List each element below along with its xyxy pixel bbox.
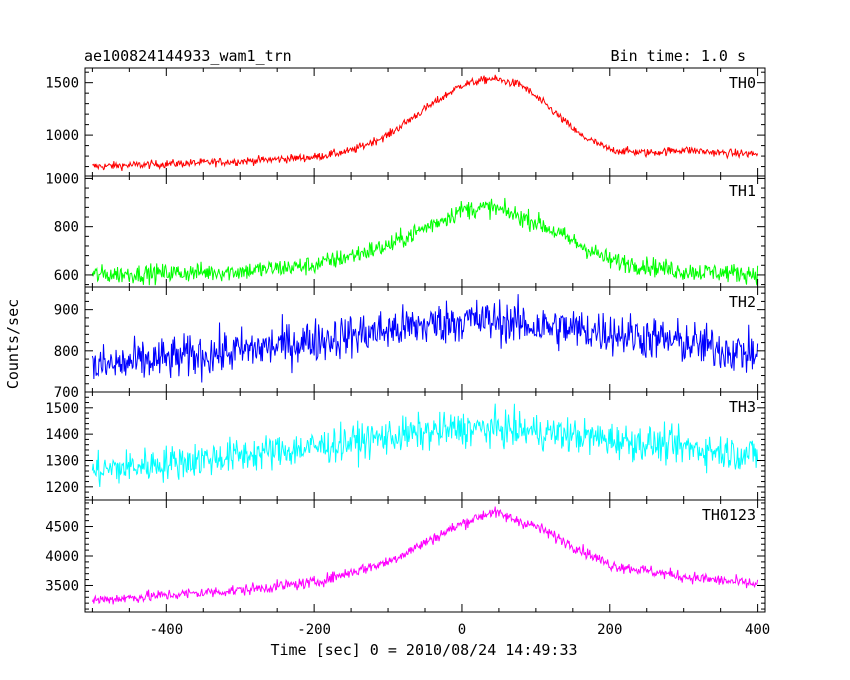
y-tick-label: 4500 xyxy=(45,520,79,536)
panel-label-th0: TH0 xyxy=(729,74,756,92)
y-tick-label: 4000 xyxy=(45,549,79,565)
panel-th3: 1200 1300 1400 1500 TH3 xyxy=(45,391,766,501)
y-tick-label: 900 xyxy=(54,303,79,319)
x-tick-label: 0 xyxy=(458,622,466,638)
panel-th1: 600 800 1000 TH1 xyxy=(45,171,766,288)
y-tick-label: 1500 xyxy=(45,76,79,92)
panel-frame xyxy=(84,286,766,393)
series-th0123 xyxy=(91,506,759,605)
panel-label-th2: TH2 xyxy=(729,293,756,311)
y-tick-label: 1000 xyxy=(45,171,79,187)
panel-frame xyxy=(84,67,766,177)
y-axis-label: Counts/sec xyxy=(4,299,22,389)
panels-group: 1000 1500 TH0 600 800 1000 TH1 700 800 900 TH2 1200… xyxy=(45,67,770,638)
panel-label-th0123: TH0123 xyxy=(702,506,756,524)
x-axis-label: Time [sec] 0 = 2010/08/24 14:49:33 xyxy=(270,641,577,659)
x-tick-label: -200 xyxy=(297,622,331,638)
series-th2 xyxy=(91,294,759,383)
y-tick-label: 1300 xyxy=(45,453,79,469)
y-tick-label: 1200 xyxy=(45,480,79,496)
y-tick-label: 1000 xyxy=(45,128,79,144)
x-tick-label: 200 xyxy=(597,622,622,638)
series-th1 xyxy=(91,197,759,286)
y-tick-label: 700 xyxy=(54,385,79,401)
chart-title: ae100824144933_wam1_trn xyxy=(84,47,292,65)
panel-th0: 1000 1500 TH0 xyxy=(45,67,766,177)
y-tick-label: 1400 xyxy=(45,427,79,443)
panel-th0123: 3500 4000 4500 TH0123 xyxy=(45,499,766,613)
y-tick-label: 800 xyxy=(54,220,79,236)
panel-label-th3: TH3 xyxy=(729,398,756,416)
series-th0 xyxy=(92,74,759,172)
panel-th2: 700 800 900 TH2 xyxy=(54,286,766,401)
y-tick-label: 600 xyxy=(54,268,79,284)
series-th3 xyxy=(91,403,759,488)
y-tick-label: 1500 xyxy=(45,401,79,417)
x-tick-label: -400 xyxy=(149,622,183,638)
y-tick-label: 800 xyxy=(54,344,79,360)
x-tick-label: 400 xyxy=(745,622,770,638)
panel-label-th1: TH1 xyxy=(729,182,756,200)
bin-time-label: Bin time: 1.0 s xyxy=(611,47,746,65)
y-tick-label: 3500 xyxy=(45,578,79,594)
